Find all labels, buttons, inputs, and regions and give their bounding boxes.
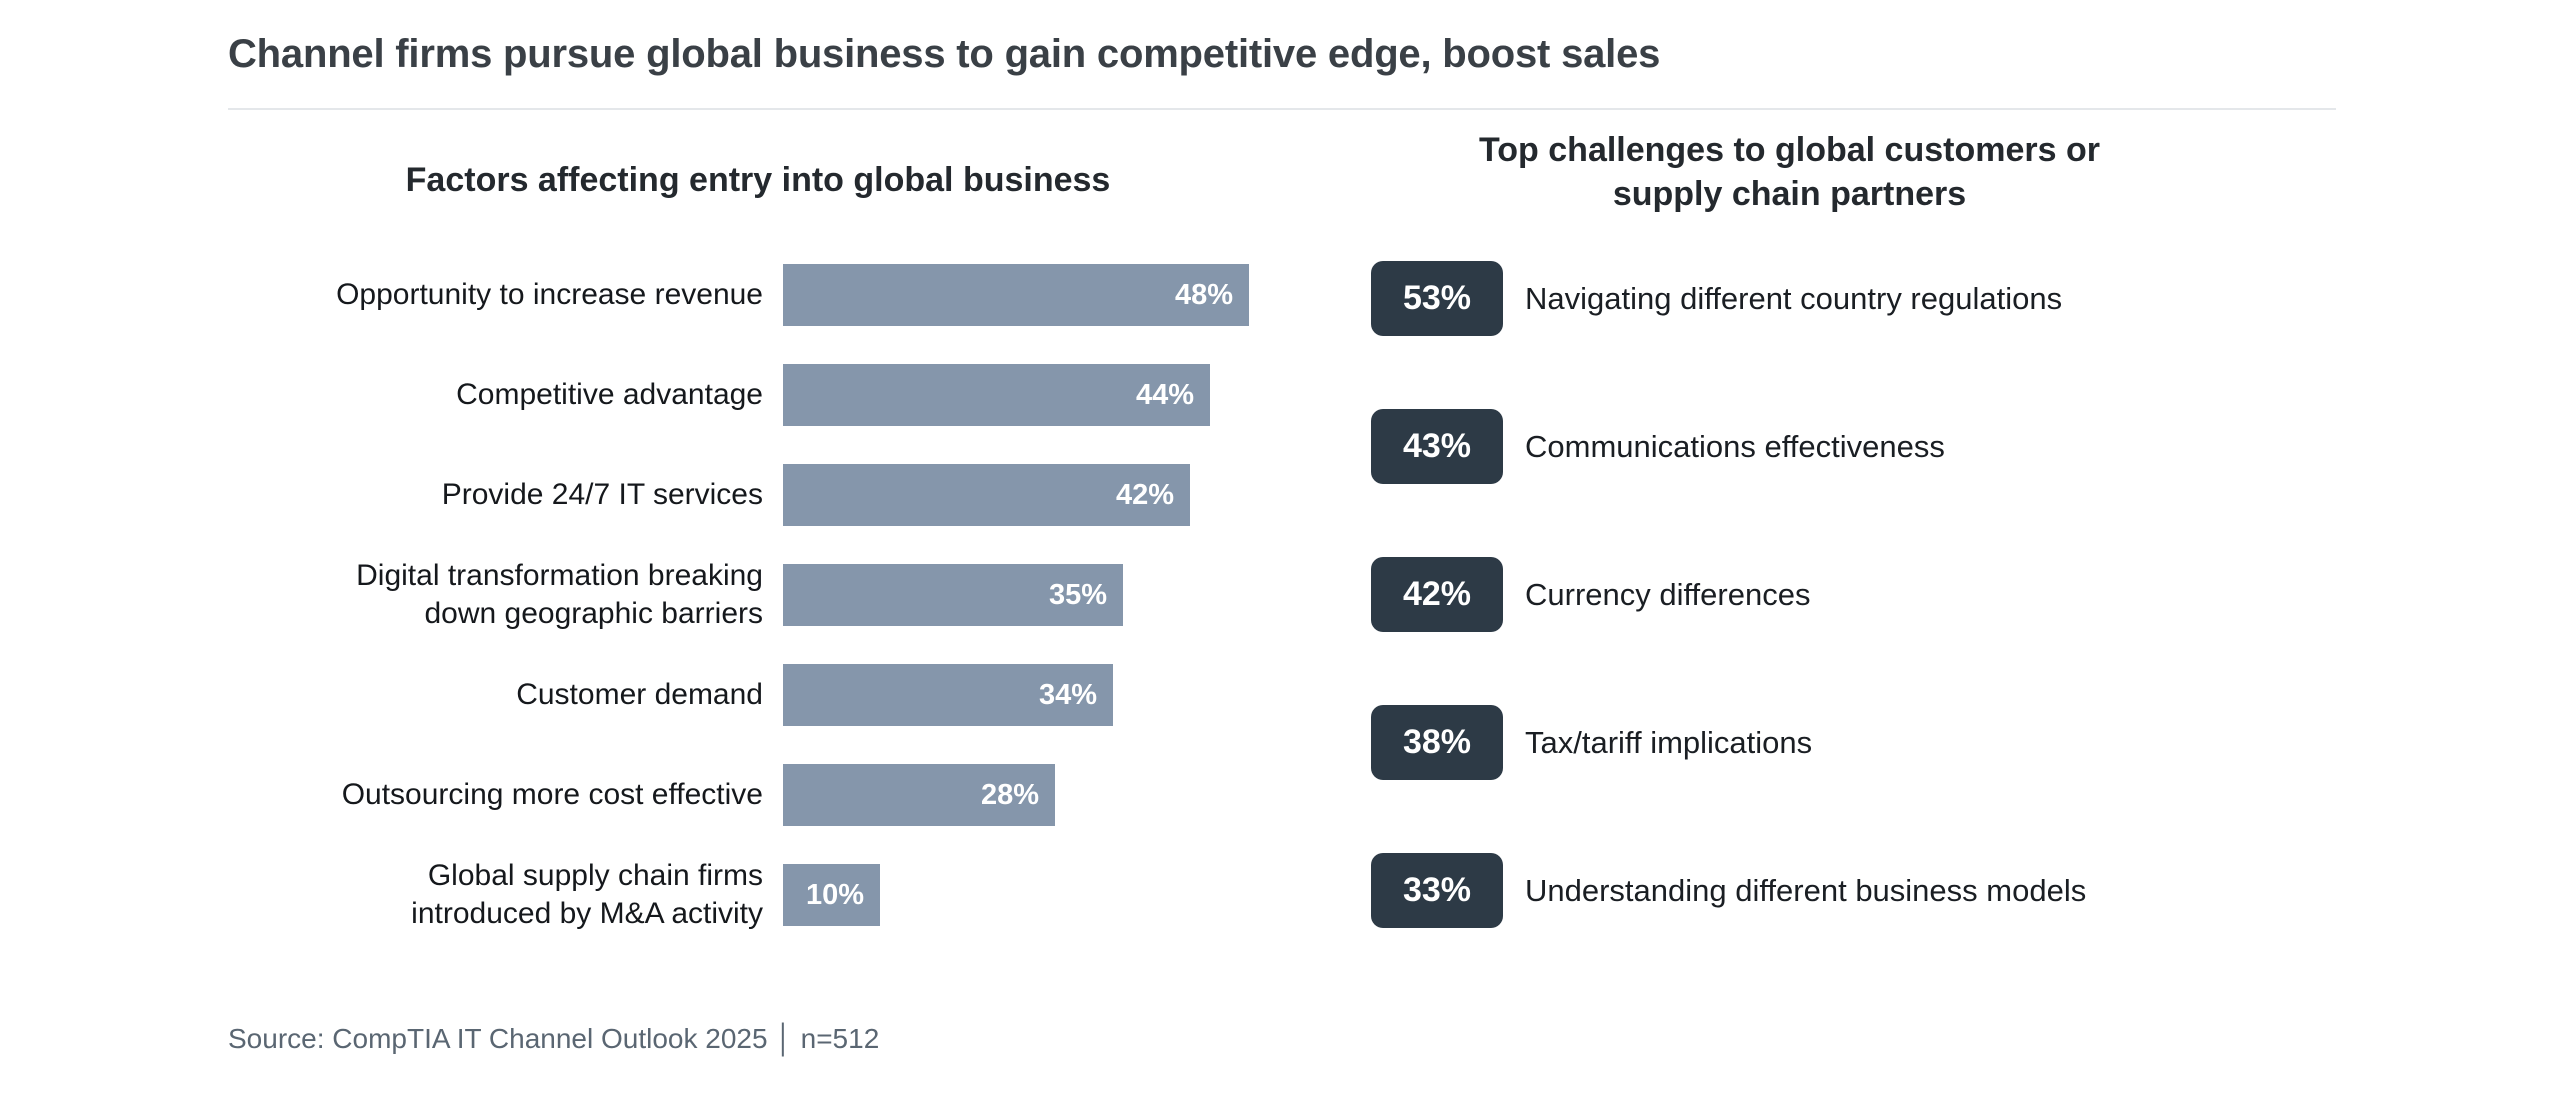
bar-category-label: Global supply chain firms introduced by …	[411, 859, 763, 930]
challenge-label: Tax/tariff implications	[1525, 724, 1813, 760]
bar-track: 34%	[783, 664, 1368, 726]
badge-value: 33%	[1402, 871, 1472, 909]
bar: 35%	[783, 564, 1123, 626]
list-item: 38% Tax/tariff implications	[1371, 705, 2208, 780]
bar-row: Customer demand 34%	[228, 664, 1368, 726]
bar: 10%	[783, 864, 880, 926]
bar-value-label: 10%	[805, 878, 864, 911]
challenge-label: Communications effectiveness	[1525, 428, 1945, 464]
source-note: Source: CompTIA IT Channel Outlook 2025 …	[228, 1023, 880, 1054]
page-title: Channel firms pursue global business to …	[228, 32, 1661, 76]
bar-chart-title: Factors affecting entry into global busi…	[405, 161, 1111, 199]
challenges-panel: Top challenges to global customers or su…	[1368, 110, 2208, 928]
badge-value: 42%	[1402, 575, 1472, 613]
challenge-label: Navigating different country regulations	[1525, 280, 2063, 316]
bar: 42%	[783, 464, 1190, 526]
bar-value-label: 42%	[1115, 478, 1174, 511]
bar-row: Digital transformation breaking down geo…	[228, 559, 1368, 630]
bar-chart: Opportunity to increase revenue 48% Comp…	[228, 264, 1368, 930]
bar-track: 42%	[783, 464, 1368, 526]
percent-badge: 43%	[1371, 409, 1503, 484]
bar: 44%	[783, 364, 1210, 426]
percent-badge: 38%	[1371, 705, 1503, 780]
bar-row: Competitive advantage 44%	[228, 364, 1368, 426]
header: Channel firms pursue global business to …	[0, 0, 2550, 110]
bar-value-label: 34%	[1038, 678, 1097, 711]
bar-track: 35%	[783, 564, 1368, 626]
bar-category-label: Customer demand	[516, 678, 763, 711]
bar-value-label: 48%	[1174, 278, 1233, 311]
percent-badge: 53%	[1371, 261, 1503, 336]
challenge-label: Currency differences	[1525, 576, 1811, 612]
challenge-label: Understanding different business models	[1525, 872, 2087, 908]
list-item: 53% Navigating different country regulat…	[1371, 261, 2208, 336]
content: Factors affecting entry into global busi…	[0, 110, 2550, 930]
bar-row: Opportunity to increase revenue 48%	[228, 264, 1368, 326]
bar-row: Outsourcing more cost effective 28%	[228, 764, 1368, 826]
bar-track: 10%	[783, 864, 1368, 926]
percent-badge: 42%	[1371, 557, 1503, 632]
bar-track: 44%	[783, 364, 1368, 426]
list-item: 43% Communications effectiveness	[1371, 409, 2208, 484]
bar-value-label: 35%	[1048, 578, 1107, 611]
badge-value: 38%	[1402, 723, 1472, 761]
bar-category-label: Opportunity to increase revenue	[336, 278, 763, 311]
bar: 34%	[783, 664, 1113, 726]
bar-category-label: Provide 24/7 IT services	[441, 478, 763, 511]
bar-value-label: 44%	[1135, 378, 1194, 411]
bar: 48%	[783, 264, 1249, 326]
percent-badge: 33%	[1371, 853, 1503, 928]
bar-category-label: Competitive advantage	[456, 378, 763, 411]
bar: 28%	[783, 764, 1055, 826]
badge-value: 53%	[1402, 279, 1472, 317]
title-divider	[228, 108, 2336, 110]
list-item: 42% Currency differences	[1371, 557, 2208, 632]
badge-value: 43%	[1402, 427, 1472, 465]
bar-category-label: Outsourcing more cost effective	[341, 778, 763, 811]
bar-category-label: Digital transformation breaking down geo…	[356, 559, 763, 630]
challenges-title: Top challenges to global customers or su…	[1479, 131, 2100, 213]
bar-track: 28%	[783, 764, 1368, 826]
list-item: 33% Understanding different business mod…	[1371, 853, 2208, 928]
bar-value-label: 28%	[980, 778, 1039, 811]
bar-track: 48%	[783, 264, 1368, 326]
bar-row: Provide 24/7 IT services 42%	[228, 464, 1368, 526]
bar-row: Global supply chain firms introduced by …	[228, 859, 1368, 930]
bar-chart-panel: Factors affecting entry into global busi…	[228, 110, 1368, 930]
challenges-list: 53% Navigating different country regulat…	[1371, 261, 2208, 928]
